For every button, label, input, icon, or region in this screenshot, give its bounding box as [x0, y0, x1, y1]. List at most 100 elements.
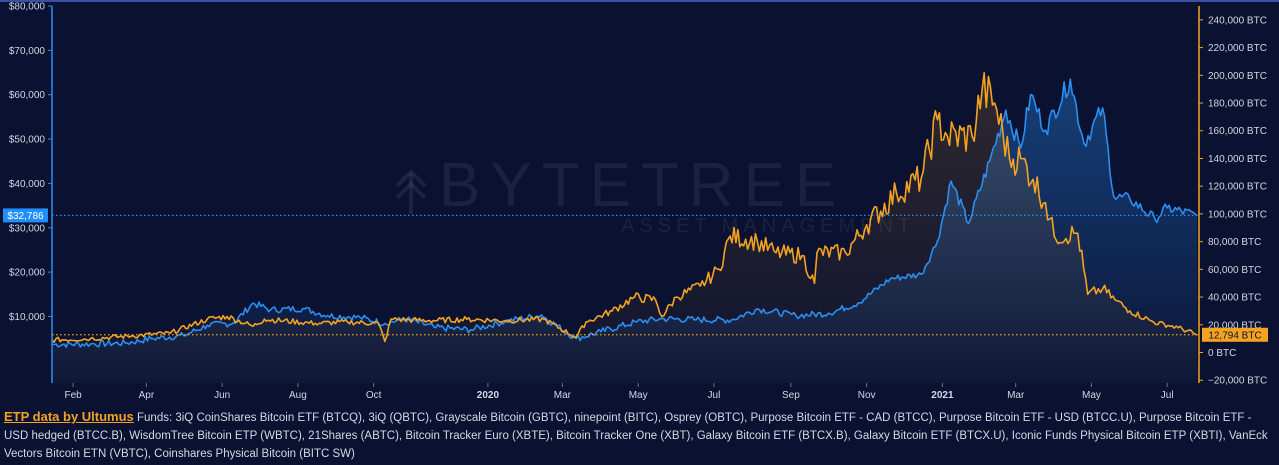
data-point-left-23 — [730, 319, 733, 321]
data-point-left-3 — [150, 337, 153, 340]
data-point-right-10 — [377, 322, 380, 325]
right-tick-label: 60,000 BTC — [1208, 265, 1261, 276]
x-tick-label: Aug — [289, 390, 307, 401]
series-lines — [51, 72, 1198, 348]
data-point-left-33 — [988, 160, 991, 162]
left-tick-label: $10,000 — [9, 312, 46, 323]
data-point-right-4 — [206, 318, 208, 321]
x-tick-label: Nov — [858, 390, 876, 401]
data-point-left-41 — [1113, 195, 1115, 198]
data-point-right-41 — [1008, 157, 1011, 160]
data-point-left-7 — [252, 302, 254, 305]
data-point-right-29 — [801, 254, 803, 257]
data-point-right-15 — [504, 319, 507, 322]
data-point-right-47 — [1086, 293, 1089, 296]
data-point-right-14 — [466, 318, 468, 321]
x-tick-label: Apr — [139, 390, 155, 401]
x-tick-label: Oct — [366, 390, 382, 401]
data-point-right-45 — [1053, 235, 1055, 237]
data-point-right-11 — [384, 340, 386, 343]
series-line-right — [51, 72, 1198, 343]
x-tick-label: Jul — [1161, 390, 1174, 401]
data-point-right-12 — [390, 318, 392, 321]
data-point-right-40 — [993, 102, 996, 104]
data-point-left-10 — [326, 314, 329, 317]
right-current-badge — [1202, 327, 1268, 342]
data-point-right-7 — [263, 318, 266, 321]
data-point-right-31 — [816, 251, 818, 254]
data-point-left-26 — [827, 312, 829, 315]
data-point-right-1 — [89, 337, 92, 340]
data-point-right-5 — [226, 315, 228, 318]
series-line-left — [51, 78, 1198, 348]
data-point-right-8 — [314, 322, 317, 325]
left-tick-label: $40,000 — [9, 179, 46, 190]
right-tick-label: 40,000 BTC — [1208, 293, 1261, 304]
data-point-left-44 — [1166, 207, 1168, 209]
data-point-right-52 — [1177, 326, 1180, 329]
data-point-right-20 — [633, 296, 636, 298]
chart-svg: $10,000 $20,000 $30,000 $40,000 $50,000 $60,0… — [3, 2, 1268, 401]
right-tick-label: 140,000 BTC — [1208, 154, 1267, 165]
data-point-left-31 — [950, 180, 952, 182]
data-point-left-39 — [1083, 142, 1085, 145]
data-point-left-40 — [1101, 107, 1104, 109]
data-point-right-42 — [1019, 157, 1022, 160]
data-point-right-39 — [981, 88, 983, 90]
data-point-left-1 — [89, 343, 92, 345]
data-point-right-46 — [1077, 232, 1079, 235]
chart-frame: $10,000 $20,000 $30,000 $40,000 $50,000 $60,0… — [0, 0, 1279, 401]
right-tick-label: 80,000 BTC — [1208, 237, 1261, 248]
data-point-right-37 — [946, 135, 949, 138]
right-tick-label: 120,000 BTC — [1208, 182, 1267, 193]
series-area-right — [52, 72, 1197, 384]
data-point-right-18 — [585, 321, 587, 323]
data-point-left-11 — [359, 316, 361, 319]
data-point-left-18 — [575, 337, 577, 340]
right-tick-label: 240,000 BTC — [1208, 15, 1267, 26]
x-tick-label: Mar — [1007, 390, 1025, 401]
right-tick-label: 220,000 BTC — [1208, 43, 1267, 54]
footer: ETP data by Ultumus Funds: 3iQ CoinShare… — [4, 408, 1276, 463]
x-tick-label: Jul — [708, 390, 721, 401]
data-point-right-9 — [346, 321, 349, 323]
data-point-left-20 — [636, 321, 638, 323]
data-point-right-2 — [130, 335, 133, 337]
data-point-right-21 — [654, 299, 657, 301]
x-tick-label: May — [629, 390, 648, 401]
axes — [48, 5, 1203, 387]
data-point-right-48 — [1101, 288, 1104, 290]
data-point-left-22 — [693, 318, 695, 321]
data-point-left-27 — [857, 302, 859, 305]
data-point-right-30 — [813, 282, 816, 285]
data-point-left-32 — [967, 222, 970, 225]
data-point-right-19 — [611, 310, 613, 312]
data-point-right-16 — [543, 318, 545, 321]
data-point-left-35 — [1019, 147, 1022, 149]
data-point-right-34 — [895, 192, 898, 194]
data-point-left-28 — [889, 278, 892, 280]
data-point-left-24 — [756, 308, 759, 310]
x-tick-label: May — [1082, 390, 1101, 401]
data-point-left-19 — [600, 330, 602, 333]
data-point-right-3 — [169, 332, 171, 334]
data-point-right-43 — [1032, 178, 1034, 181]
right-current-label: 12,794 BTC — [1208, 330, 1261, 341]
left-tick-label: $80,000 — [9, 2, 46, 13]
data-point-right-36 — [936, 118, 939, 121]
data-point-right-35 — [920, 177, 923, 179]
right-tick-label: 160,000 BTC — [1208, 126, 1267, 137]
left-tick-label: $20,000 — [9, 268, 46, 279]
data-point-left-30 — [936, 240, 939, 242]
data-point-right-26 — [729, 235, 731, 237]
x-tick-label: 2021 — [931, 390, 954, 401]
data-point-right-38 — [971, 135, 973, 138]
data-point-left-2 — [124, 342, 127, 344]
data-point-right-51 — [1152, 321, 1155, 323]
source-link[interactable]: ETP data by Ultumus — [4, 409, 134, 424]
data-point-left-8 — [269, 309, 272, 311]
x-tick-label: Sep — [782, 390, 800, 401]
data-point-left-21 — [661, 317, 663, 320]
right-tick-label: 100,000 BTC — [1208, 209, 1267, 220]
right-tick-label: 180,000 BTC — [1208, 99, 1267, 110]
